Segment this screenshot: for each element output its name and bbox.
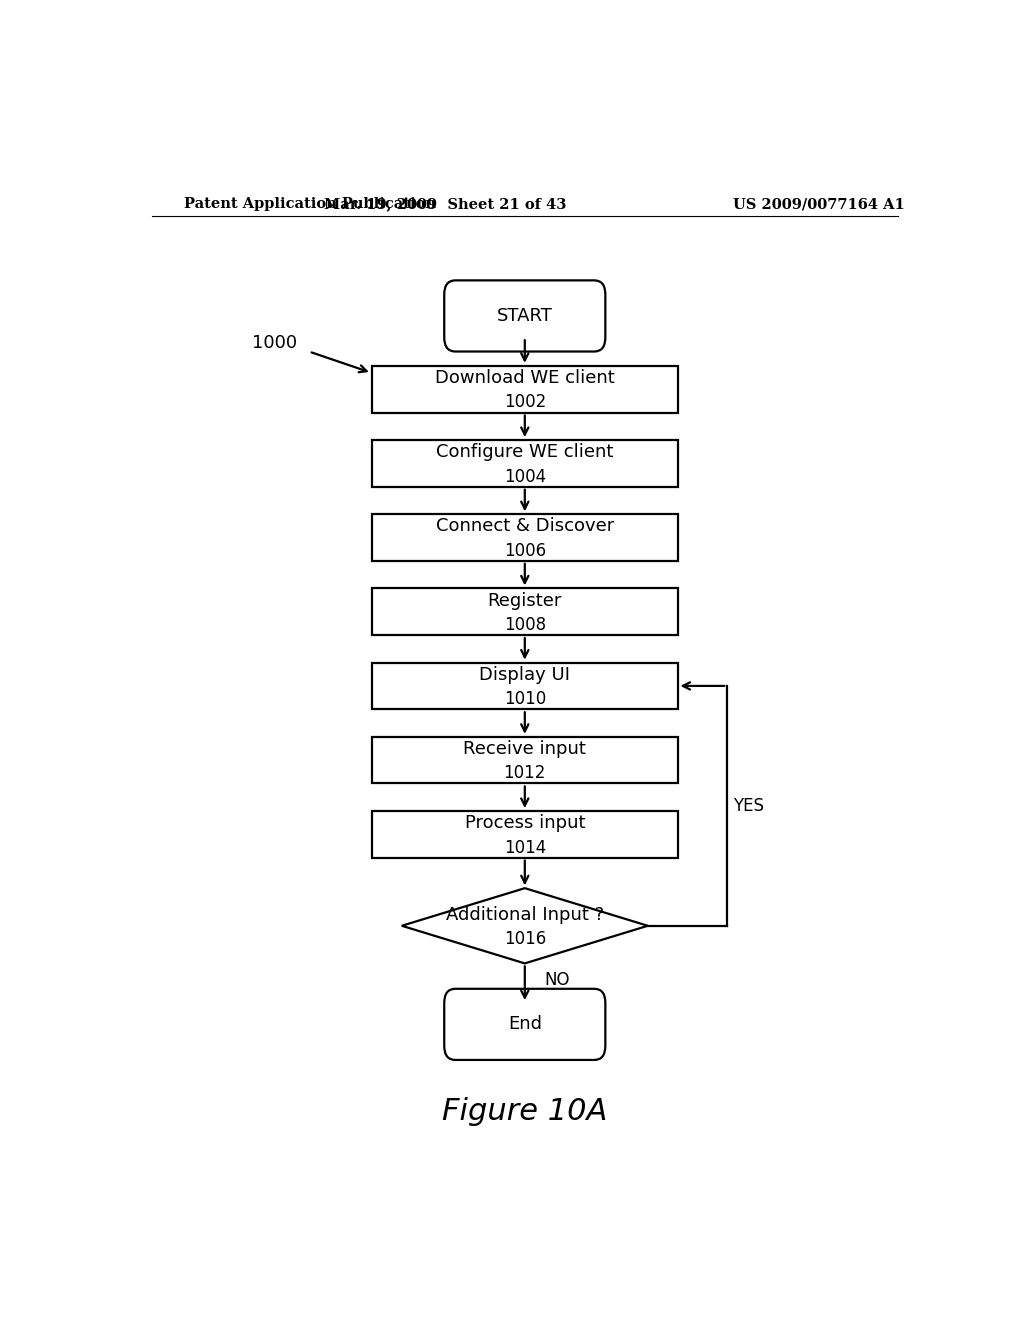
Text: US 2009/0077164 A1: US 2009/0077164 A1 — [732, 197, 904, 211]
Text: Patent Application Publication: Patent Application Publication — [183, 197, 435, 211]
Bar — [372, 515, 678, 561]
Text: 1006: 1006 — [504, 541, 546, 560]
Text: 1014: 1014 — [504, 838, 546, 857]
FancyBboxPatch shape — [444, 989, 605, 1060]
Text: Download WE client: Download WE client — [435, 370, 614, 387]
Text: Additional Input ?: Additional Input ? — [445, 906, 604, 924]
Text: 1000: 1000 — [252, 334, 297, 352]
Text: YES: YES — [733, 797, 764, 814]
Text: Display UI: Display UI — [479, 665, 570, 684]
Text: 1010: 1010 — [504, 690, 546, 708]
Polygon shape — [401, 888, 648, 964]
Text: Process input: Process input — [465, 814, 585, 832]
Text: Configure WE client: Configure WE client — [436, 444, 613, 461]
Bar — [372, 810, 678, 858]
Text: 1002: 1002 — [504, 393, 546, 412]
Text: End: End — [508, 1015, 542, 1034]
Bar — [372, 663, 678, 709]
Bar — [372, 440, 678, 487]
Text: 1008: 1008 — [504, 616, 546, 634]
Bar — [372, 366, 678, 412]
Text: NO: NO — [545, 972, 570, 989]
Text: Connect & Discover: Connect & Discover — [435, 517, 614, 536]
Text: Receive input: Receive input — [464, 741, 586, 758]
Text: Mar. 19, 2009  Sheet 21 of 43: Mar. 19, 2009 Sheet 21 of 43 — [325, 197, 566, 211]
Bar — [372, 589, 678, 635]
FancyBboxPatch shape — [444, 280, 605, 351]
Text: Register: Register — [487, 591, 562, 610]
Text: 1016: 1016 — [504, 931, 546, 948]
Text: Figure 10A: Figure 10A — [442, 1097, 607, 1126]
Text: 1012: 1012 — [504, 764, 546, 783]
Bar — [372, 737, 678, 784]
Text: START: START — [497, 308, 553, 325]
Text: 1004: 1004 — [504, 467, 546, 486]
